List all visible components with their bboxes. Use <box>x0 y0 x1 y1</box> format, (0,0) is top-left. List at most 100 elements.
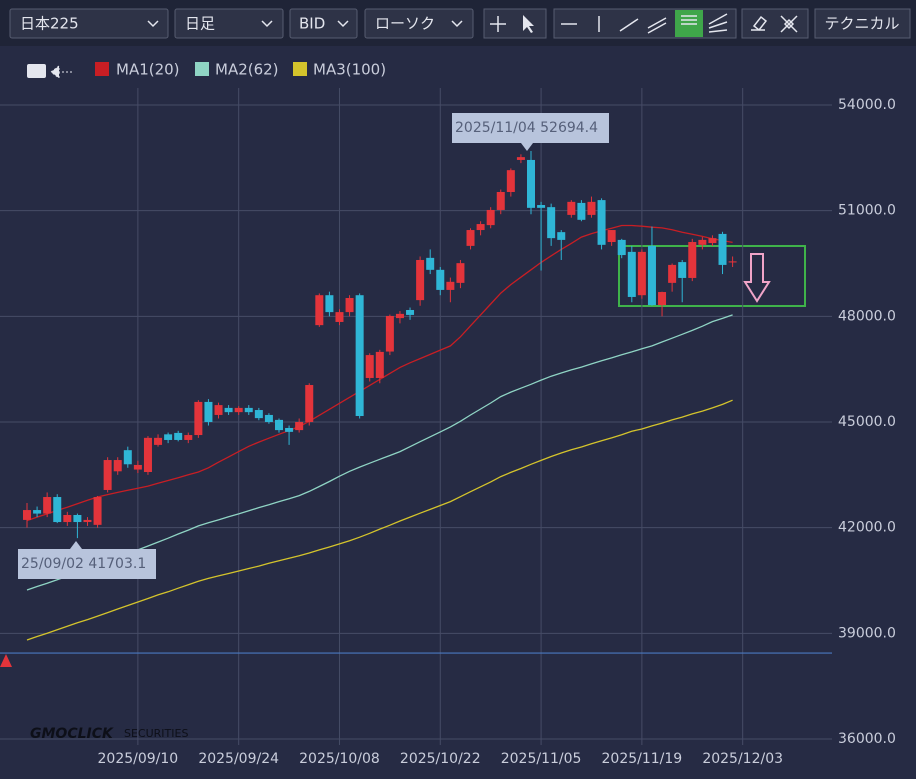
candle-body <box>617 239 626 256</box>
button[interactable] <box>814 8 911 39</box>
candle-body <box>557 232 566 240</box>
callout-pointer <box>521 143 533 151</box>
candle-body <box>406 309 415 315</box>
candle-body <box>678 262 687 278</box>
symbol-select[interactable]: 日本225 <box>9 8 169 39</box>
candle-body <box>567 201 576 215</box>
candle-body <box>53 497 62 523</box>
candle-body <box>476 224 485 231</box>
candle-body <box>154 437 163 445</box>
drawing-buttons[interactable] <box>553 8 737 39</box>
chevron <box>261 20 273 28</box>
style-select[interactable]: ローソク <box>364 8 474 39</box>
callout-box <box>452 113 609 143</box>
candle-body <box>315 295 324 326</box>
candle-body <box>133 464 142 470</box>
candle-body <box>234 407 243 413</box>
alert-marker <box>0 654 12 667</box>
ma-line <box>26 314 733 591</box>
candle-body <box>637 251 646 296</box>
x-tick-label: 2025/11/19 <box>602 751 683 767</box>
callout-text: 25/09/02 41703.1 <box>21 556 146 572</box>
candle-body <box>506 170 515 192</box>
button-label: テクニカル <box>824 15 899 33</box>
collapse-icon[interactable] <box>50 65 74 79</box>
candle-body <box>73 514 82 523</box>
technical-button[interactable]: テクニカル <box>814 8 911 39</box>
dropdown[interactable] <box>289 8 358 39</box>
candle-body <box>123 450 132 465</box>
candle-body <box>194 401 203 436</box>
candle-body <box>516 157 525 160</box>
candle-body <box>345 298 354 313</box>
candle-body <box>688 242 697 278</box>
dropdown-label: 日本225 <box>20 15 79 33</box>
dropdown-label: BID <box>299 15 325 33</box>
eraser-icon <box>751 15 768 32</box>
candle-body <box>416 259 425 301</box>
candle-body <box>174 432 183 440</box>
candle-body <box>728 261 737 263</box>
erase-all-icon <box>780 15 798 33</box>
fr-icon <box>681 15 697 25</box>
watermark-brand: GMOCLICK <box>30 726 114 742</box>
candle-body <box>647 245 656 306</box>
candle-body <box>43 497 52 514</box>
dropdown[interactable] <box>9 8 169 39</box>
candle-body <box>607 230 616 243</box>
candle-body <box>436 269 445 290</box>
candle-body <box>426 257 435 270</box>
candle-body <box>466 230 475 246</box>
line-icons <box>561 16 667 34</box>
candle-body <box>456 263 465 283</box>
candle-body <box>244 407 253 413</box>
legend-label: MA1(20) <box>116 61 180 79</box>
candle-body <box>103 460 112 490</box>
chevron <box>451 20 463 28</box>
y-tick-label: 48000.0 <box>838 308 896 324</box>
candle-body <box>254 410 263 419</box>
candle-body <box>577 202 586 220</box>
candle-body <box>587 201 596 215</box>
candle-body <box>658 292 667 306</box>
watermark-suffix: SECURITIES <box>124 727 188 740</box>
candle-body <box>23 510 31 520</box>
dropdown-label: 日足 <box>185 15 215 33</box>
dropdown[interactable] <box>364 8 474 39</box>
candle-body <box>365 355 374 378</box>
candle-body <box>385 315 394 352</box>
crosshair-icon <box>490 16 506 32</box>
callout-text: 2025/11/04 52694.4 <box>455 120 598 136</box>
drawn-arrow <box>743 253 771 303</box>
y-tick-label: 45000.0 <box>838 414 896 430</box>
legend-label: MA3(100) <box>313 61 386 79</box>
chevron <box>147 20 159 28</box>
candle-body <box>597 200 606 245</box>
candle-body <box>83 519 92 523</box>
dropdown[interactable] <box>174 8 284 39</box>
candle-body <box>325 295 334 313</box>
legend-label: MA2(62) <box>215 61 279 79</box>
candle-body <box>718 233 727 265</box>
drawn-rectangle <box>618 245 806 307</box>
candle-body <box>627 251 636 297</box>
price-select[interactable]: BID <box>289 8 358 39</box>
candle-body <box>395 313 404 319</box>
candle-body <box>143 437 152 473</box>
timeframe-select[interactable]: 日足 <box>174 8 284 39</box>
legend-swatch <box>195 62 209 76</box>
candle-body <box>305 385 314 422</box>
candle-body <box>708 238 717 244</box>
erase-buttons[interactable] <box>741 8 809 39</box>
comment-icon[interactable] <box>27 64 46 78</box>
candle-body <box>547 207 556 239</box>
y-tick-label: 39000.0 <box>838 625 896 641</box>
pointer-icon <box>523 15 534 33</box>
candle-body <box>113 460 122 472</box>
dropdown-label: ローソク <box>375 15 435 33</box>
candle-body <box>355 295 364 417</box>
legend-swatch <box>293 62 307 76</box>
candle-body <box>537 205 546 208</box>
callout-box <box>18 549 156 579</box>
candle-body <box>335 312 344 322</box>
